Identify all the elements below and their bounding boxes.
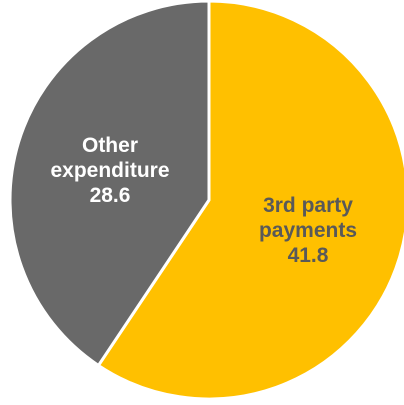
pie-slices: [8, 0, 404, 401]
slice-label-line: 3rd party: [263, 194, 353, 217]
slice-3rd-party-payments: [96, 0, 404, 401]
slice-value: 41.8: [288, 244, 329, 267]
slice-other-expenditure: [8, 0, 211, 367]
slice-label-line: expenditure: [50, 159, 169, 182]
pie-labels: 3rd party payments 41.8 Other expenditure 28.…: [50, 134, 357, 267]
slice-value: 28.6: [90, 184, 131, 207]
label-3rd-party-payments: 3rd party payments 41.8: [259, 194, 357, 267]
label-other-expenditure: Other expenditure 28.6: [50, 134, 169, 207]
slice-label-line: Other: [82, 134, 138, 157]
slice-label-line: payments: [259, 219, 357, 242]
